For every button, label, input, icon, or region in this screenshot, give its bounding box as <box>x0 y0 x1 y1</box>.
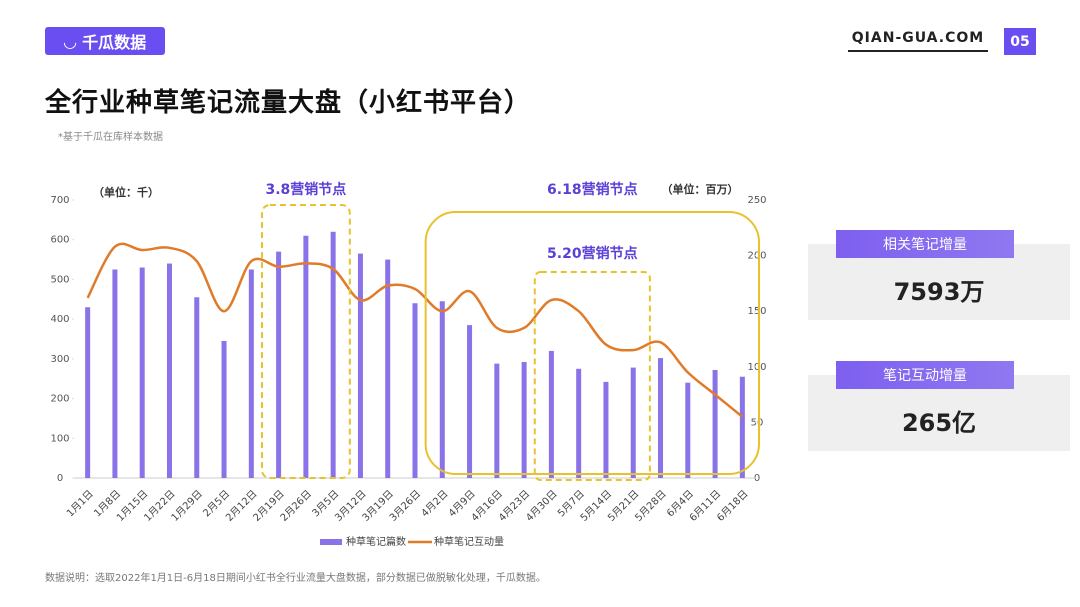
bar <box>194 297 200 478</box>
y-tick-label: 100 <box>50 433 69 444</box>
bar <box>494 363 500 478</box>
y-tick-label: 400 <box>50 314 69 325</box>
y-axis-label: （单位：千） <box>93 185 159 199</box>
bar <box>139 267 145 478</box>
y2-tick-label: 0 <box>754 473 760 484</box>
title: 全行业种草笔记流量大盘（小红书平台） <box>45 88 532 118</box>
bar <box>685 382 691 478</box>
bar <box>248 269 254 478</box>
brand-name: 千瓜数据 <box>82 33 147 52</box>
line <box>86 242 744 418</box>
bar <box>548 350 554 478</box>
y2-tick-label: 200 <box>747 251 766 262</box>
brand-logo: ◡ 千瓜数据 <box>45 27 165 55</box>
x-tick-label: 1月1日 <box>64 488 96 520</box>
bar <box>630 367 636 478</box>
site-url: QIAN-GUA.COM <box>848 30 988 52</box>
bar <box>221 340 227 478</box>
bar <box>166 263 172 478</box>
card-label: 相关笔记增量 <box>836 230 1014 258</box>
y-tick-label: 500 <box>50 274 69 285</box>
legend-label: 种草笔记篇数 <box>346 535 406 548</box>
chart: （单位：千） （单位：百万） 0 100 200 300 400 500 600 700 0 50… <box>50 181 766 548</box>
y-tick-label: 300 <box>50 354 69 365</box>
legend-swatch <box>320 539 342 545</box>
y2-tick-label: 150 <box>747 306 766 317</box>
footnote: 数据说明：选取2022年1月1日-6月18日期间小红书全行业流量大盘数据，部分数… <box>45 573 546 584</box>
y-tick-label: 0 <box>57 473 63 484</box>
bar <box>276 251 282 478</box>
y2-tick-label: 50 <box>751 417 764 428</box>
bar <box>467 325 473 478</box>
card-value: 7593万 <box>893 278 985 306</box>
card-value: 265亿 <box>901 409 977 437</box>
bar <box>521 362 527 478</box>
annotation-box <box>260 204 351 479</box>
y2-axis-label: （单位：百万） <box>662 182 739 196</box>
bar <box>739 376 745 478</box>
annotation-box <box>533 271 651 481</box>
bar <box>385 259 391 478</box>
y-tick-label: 700 <box>50 195 69 206</box>
card-label: 笔记互动增量 <box>836 361 1014 389</box>
bar <box>712 369 718 478</box>
legend-label: 种草笔记互动量 <box>434 535 504 548</box>
bar <box>330 231 336 478</box>
bar <box>112 269 118 478</box>
bar <box>412 303 418 478</box>
page-number: 05 <box>1004 28 1036 55</box>
annotation-box <box>424 211 760 475</box>
y2-tick-label: 250 <box>747 195 766 206</box>
subtitle: *基于千瓜在库样本数据 <box>58 132 163 143</box>
bar <box>357 253 363 478</box>
annotation: 3.8营销节点 <box>265 181 346 198</box>
y-tick-label: 600 <box>50 235 69 246</box>
y2-tick-label: 100 <box>747 362 766 373</box>
annotation: 6.18营销节点 <box>547 181 638 198</box>
annotation: 5.20营销节点 <box>547 245 638 262</box>
bar <box>303 235 309 478</box>
bar <box>439 301 445 478</box>
brand-icon: ◡ <box>63 31 77 51</box>
bar <box>658 358 664 478</box>
bar <box>576 368 582 478</box>
y-tick-label: 200 <box>50 394 69 405</box>
bar <box>603 381 609 478</box>
x-tick-label: 4月2日 <box>419 488 451 520</box>
bar <box>85 307 91 478</box>
